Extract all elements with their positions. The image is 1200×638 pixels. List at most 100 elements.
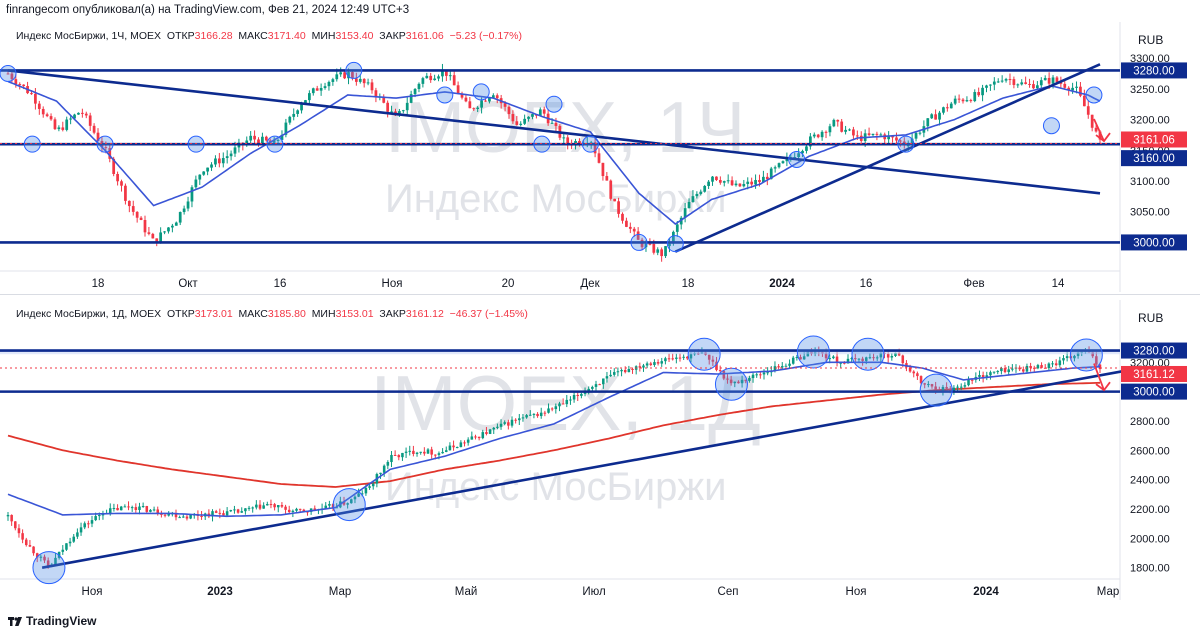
candle [532, 413, 536, 415]
candle [477, 436, 481, 439]
candle [130, 507, 134, 509]
candle [746, 181, 750, 184]
candle [104, 147, 108, 149]
candle [598, 384, 601, 386]
candle [247, 507, 251, 509]
touch-marker [23, 135, 41, 153]
candle [480, 100, 483, 108]
candle [605, 176, 609, 181]
candle [22, 84, 26, 87]
candle [616, 371, 620, 373]
candle [92, 125, 96, 133]
candle [1003, 368, 1007, 373]
candle [147, 232, 151, 234]
candle [186, 201, 190, 209]
candle [495, 95, 499, 99]
candle [112, 158, 116, 174]
touch-marker [788, 151, 806, 168]
candle [61, 549, 65, 552]
daily-chart-panel[interactable]: IMOEX, 1Д Индекс МосБиржи RUB 3200.00 2800.0… [0, 300, 1200, 610]
candle [867, 133, 871, 135]
x-tick-label: Май [455, 586, 478, 598]
candle [298, 508, 302, 510]
candle [593, 142, 597, 154]
candle [802, 356, 806, 360]
candle [824, 131, 828, 133]
candle [116, 508, 119, 511]
candle [379, 472, 382, 475]
candle [452, 75, 456, 86]
candle [405, 102, 409, 111]
candle [652, 243, 656, 253]
footer-brand[interactable]: TradingView [8, 614, 96, 628]
candle [229, 510, 233, 512]
candle [852, 129, 855, 136]
y-tick-label: 2400.00 [1130, 475, 1170, 487]
candle [879, 352, 883, 358]
candle [441, 69, 444, 77]
candle [10, 514, 13, 522]
candle [992, 371, 996, 373]
hourly-change: −5.23 (−0.17%) [449, 30, 522, 42]
candle [978, 375, 981, 377]
candle [631, 369, 634, 371]
candle [1024, 82, 1027, 84]
candle [938, 389, 941, 391]
candle [919, 376, 923, 384]
x-tick-label: Ноя [846, 586, 867, 598]
candle [1020, 82, 1024, 85]
touch-marker [266, 135, 284, 153]
candle [507, 422, 510, 426]
x-tick-label: Дек [580, 278, 600, 290]
candle [1098, 131, 1102, 140]
candle [613, 198, 617, 202]
candle [374, 90, 378, 98]
candle [302, 509, 306, 512]
candle [214, 511, 218, 513]
hourly-chart[interactable]: IMOEX, 1Ч Индекс МосБиржи RUB 3300.00 3250.0… [0, 22, 1200, 292]
y-tick-label: 2800.00 [1130, 416, 1170, 428]
candle [1016, 84, 1020, 86]
candle [726, 378, 729, 380]
candle [850, 358, 853, 360]
candle [1004, 79, 1008, 81]
candle [261, 136, 264, 144]
candle [864, 357, 868, 361]
candle [492, 427, 496, 430]
candle [382, 465, 386, 473]
candle [1036, 85, 1039, 89]
candle [948, 388, 952, 393]
candle [76, 532, 79, 537]
candle [959, 386, 963, 388]
candle [249, 135, 253, 141]
candle [528, 414, 532, 416]
candle [10, 73, 14, 80]
candle [956, 386, 959, 388]
candle [820, 131, 824, 138]
x-tick-label: 2024 [973, 586, 999, 598]
candle [1091, 352, 1094, 357]
candle [906, 145, 910, 147]
candle [328, 504, 331, 506]
candle [171, 225, 174, 228]
candle [985, 85, 988, 88]
candle [167, 227, 170, 232]
candle [916, 373, 919, 377]
x-tick-label: 16 [274, 278, 287, 290]
candle [660, 249, 663, 257]
candle [437, 453, 441, 455]
candle [1011, 368, 1014, 370]
candle [926, 118, 930, 127]
candle [742, 183, 746, 187]
candle [945, 386, 948, 389]
candle [695, 193, 699, 197]
candle [499, 423, 503, 427]
candle [894, 352, 897, 356]
candle [225, 156, 229, 159]
candle [891, 135, 894, 138]
touch-marker [436, 86, 454, 104]
hourly-chart-panel[interactable]: IMOEX, 1Ч Индекс МосБиржи RUB 3300.00 3250.0… [0, 22, 1200, 292]
candle [689, 354, 693, 359]
candle [718, 180, 722, 183]
